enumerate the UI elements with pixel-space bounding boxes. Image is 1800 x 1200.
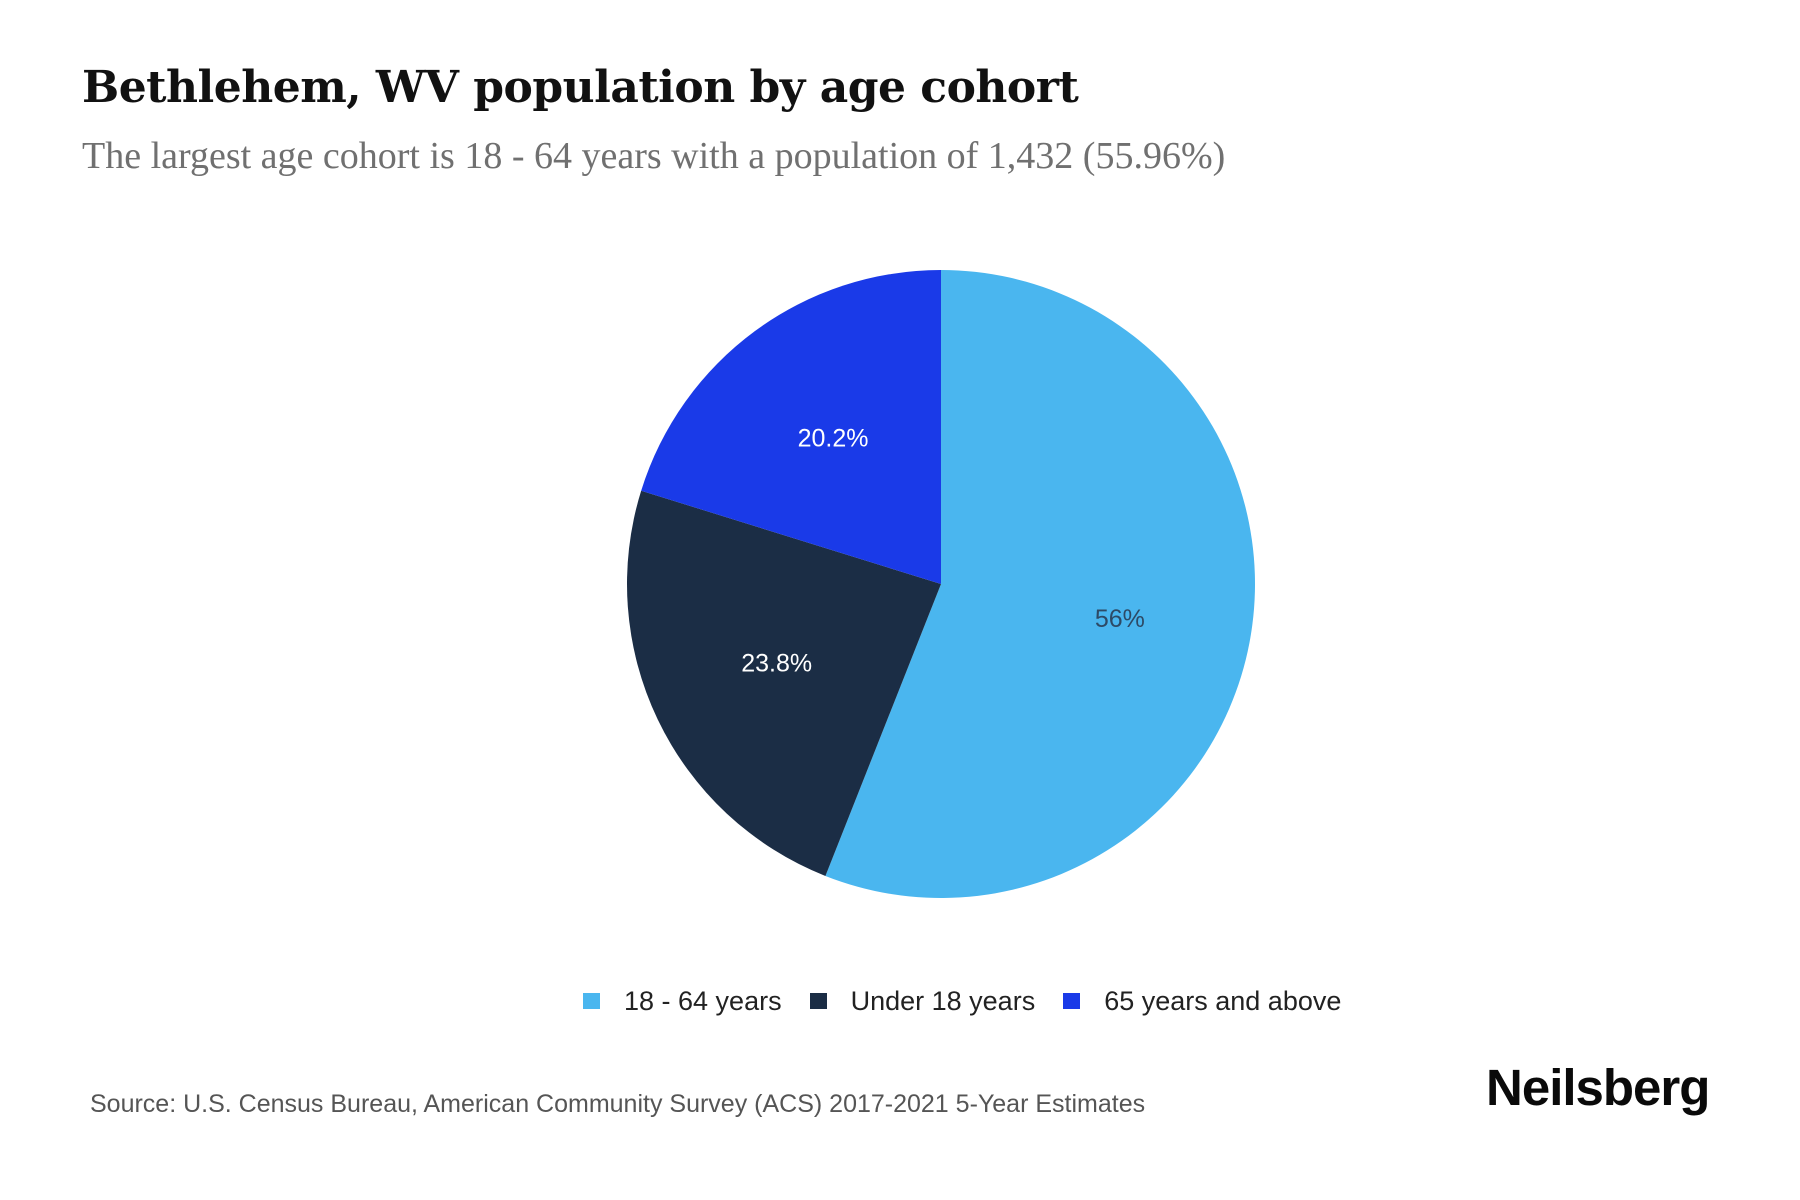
- chart-title: Bethlehem, WV population by age cohort: [82, 62, 1079, 113]
- legend-swatch-icon: [1063, 993, 1081, 1009]
- pie-slices: [627, 270, 1255, 898]
- pie-slice-18-64-years[interactable]: [825, 270, 1255, 898]
- slice-value-label: 20.2%: [798, 424, 869, 452]
- chart-subtitle: The largest age cohort is 18 - 64 years …: [82, 135, 1226, 177]
- legend-swatch-icon: [583, 993, 600, 1009]
- slice-value-label: 56%: [1095, 605, 1145, 633]
- legend-swatch-icon: [809, 993, 827, 1009]
- legend-item-under-18[interactable]: Under 18 years: [809, 985, 1036, 1017]
- slice-value-label: 23.8%: [741, 650, 812, 678]
- pie-slice-65-years-and-above[interactable]: [641, 270, 941, 584]
- pie-labels: 56% 23.8% 20.2%: [741, 424, 1145, 677]
- legend-label: 18 - 64 years: [624, 985, 782, 1016]
- legend-label: Under 18 years: [850, 985, 1036, 1016]
- source-note: Source: U.S. Census Bureau, American Com…: [90, 1090, 1146, 1118]
- legend-item-18-64[interactable]: 18 - 64 years: [583, 986, 782, 1017]
- chart-legend: 18 - 64 years Under 18 years 65 years an…: [583, 985, 1369, 1017]
- pie-slice-under-18-years[interactable]: [627, 490, 941, 876]
- legend-item-65-above[interactable]: 65 years and above: [1063, 986, 1341, 1017]
- brand-logo: Neilsberg: [1486, 1059, 1710, 1116]
- legend-label: 65 years and above: [1104, 985, 1342, 1016]
